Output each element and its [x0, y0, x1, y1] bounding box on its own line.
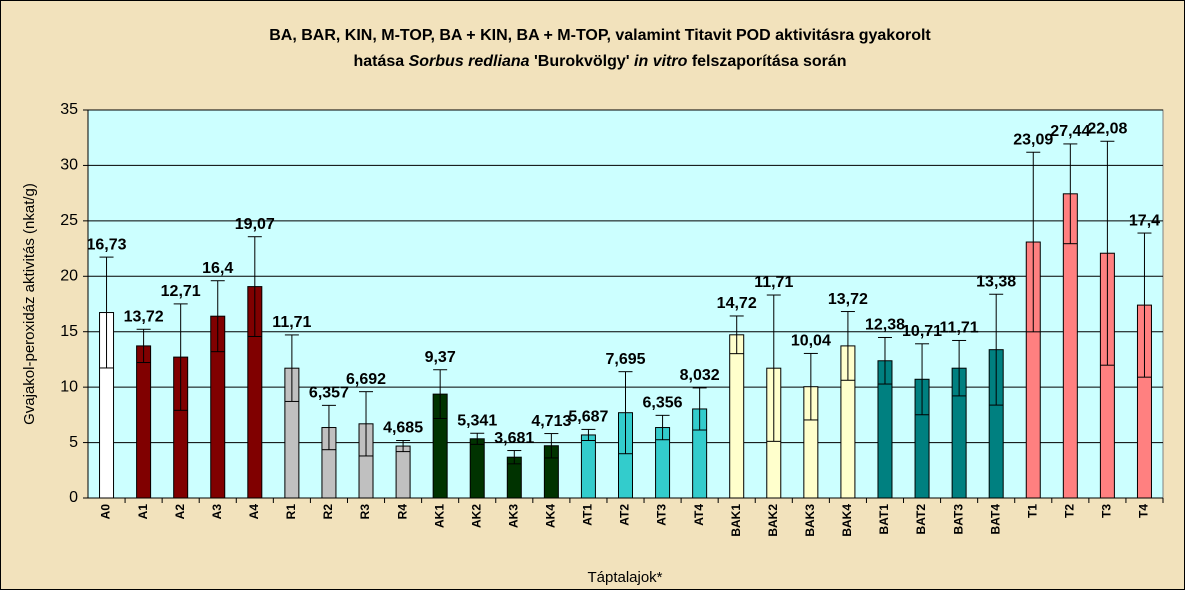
x-tick-label: AT1 [581, 504, 595, 526]
x-tick-label: BAK1 [729, 504, 743, 537]
data-label: 13,72 [124, 308, 164, 325]
data-label: 4,713 [531, 413, 571, 430]
data-label: 23,09 [1013, 131, 1053, 148]
bar [580, 434, 596, 499]
data-label: 6,357 [309, 385, 349, 402]
title-segment: 'Burokvölgy' [530, 53, 635, 70]
data-label: 4,685 [383, 420, 423, 437]
bar [395, 445, 411, 499]
y-tick-label: 15 [60, 323, 78, 340]
x-tick-label: R4 [395, 504, 409, 520]
title-segment: Sorbus redliana [409, 53, 530, 70]
x-tick-label: AK3 [506, 504, 520, 528]
data-label: 5,341 [457, 412, 497, 429]
x-tick-label: R2 [321, 504, 335, 520]
x-tick-label: BAT4 [988, 504, 1002, 535]
x-tick-label: T4 [1137, 504, 1151, 518]
x-tick-label: A3 [210, 504, 224, 520]
data-label: 12,38 [865, 317, 905, 334]
data-label: 27,44 [1050, 123, 1090, 140]
x-tick-label: BAK3 [803, 504, 817, 537]
data-label: 22,08 [1087, 120, 1127, 137]
x-tick-label: A4 [247, 504, 261, 520]
title-segment: hatása [353, 53, 408, 70]
data-label: 9,37 [425, 349, 456, 366]
bar [136, 345, 152, 499]
data-label: 10,71 [902, 323, 942, 340]
data-label: 6,356 [643, 395, 683, 412]
y-tick-label: 35 [60, 101, 78, 118]
x-tick-label: T3 [1100, 504, 1114, 518]
y-tick-label: 10 [60, 378, 78, 395]
x-tick-label: T1 [1025, 504, 1039, 518]
data-label: 11,71 [940, 320, 979, 337]
bar [469, 438, 485, 499]
y-tick-label: 25 [60, 212, 78, 229]
title-segment: BA, BAR, KIN, M-TOP, BA + KIN, BA + M-TO… [269, 27, 931, 44]
x-tick-label: R1 [284, 504, 298, 520]
data-label: 11,71 [272, 314, 311, 331]
data-label: 13,72 [828, 291, 868, 308]
title-segment: in vitro [634, 53, 688, 70]
data-label: 14,72 [717, 295, 757, 312]
x-tick-label: AK2 [469, 504, 483, 528]
chart-title: BA, BAR, KIN, M-TOP, BA + KIN, BA + M-TO… [269, 27, 931, 44]
x-tick-label: AT2 [618, 504, 632, 526]
y-tick-label: 30 [60, 157, 78, 174]
data-label: 12,71 [161, 283, 201, 300]
x-tick-label: A0 [99, 504, 113, 520]
x-tick-label: BAT1 [877, 504, 891, 535]
data-label: 7,695 [605, 351, 645, 368]
y-tick-label: 20 [60, 268, 78, 285]
title-segment: felszaporítása során [687, 53, 846, 70]
data-label: 16,73 [87, 236, 127, 253]
x-tick-label: BAT2 [914, 504, 928, 535]
x-tick-label: T2 [1062, 504, 1076, 518]
x-tick-label: R3 [358, 504, 372, 520]
x-tick-label: BAK4 [840, 504, 854, 537]
x-axis-label: Táptalajok* [587, 569, 662, 586]
data-label: 11,71 [754, 274, 793, 291]
data-label: 10,04 [791, 333, 831, 350]
x-tick-label: AK4 [544, 504, 558, 528]
x-tick-label: A2 [173, 504, 187, 520]
data-label: 6,692 [346, 371, 386, 388]
data-label: 3,681 [494, 430, 534, 447]
x-tick-label: BAT3 [951, 504, 965, 535]
data-label: 8,032 [680, 367, 720, 384]
bar [729, 334, 745, 499]
y-tick-label: 5 [69, 434, 78, 451]
data-label: 13,38 [976, 273, 1016, 290]
y-axis-label: Gvajakol-peroxidáz aktivitás (nkat/g) [21, 183, 38, 425]
x-tick-label: AT4 [692, 504, 706, 526]
chart-title: hatása Sorbus redliana 'Burokvölgy' in v… [353, 53, 846, 70]
data-label: 5,687 [568, 409, 608, 426]
data-label: 17,4 [1129, 212, 1160, 229]
x-tick-label: BAK2 [766, 504, 780, 537]
data-label: 16,4 [202, 260, 233, 277]
data-label: 19,07 [235, 216, 275, 233]
y-tick-label: 0 [69, 489, 78, 506]
x-tick-label: AT3 [655, 504, 669, 526]
x-tick-label: AK1 [432, 504, 446, 528]
x-tick-label: A1 [136, 504, 150, 520]
